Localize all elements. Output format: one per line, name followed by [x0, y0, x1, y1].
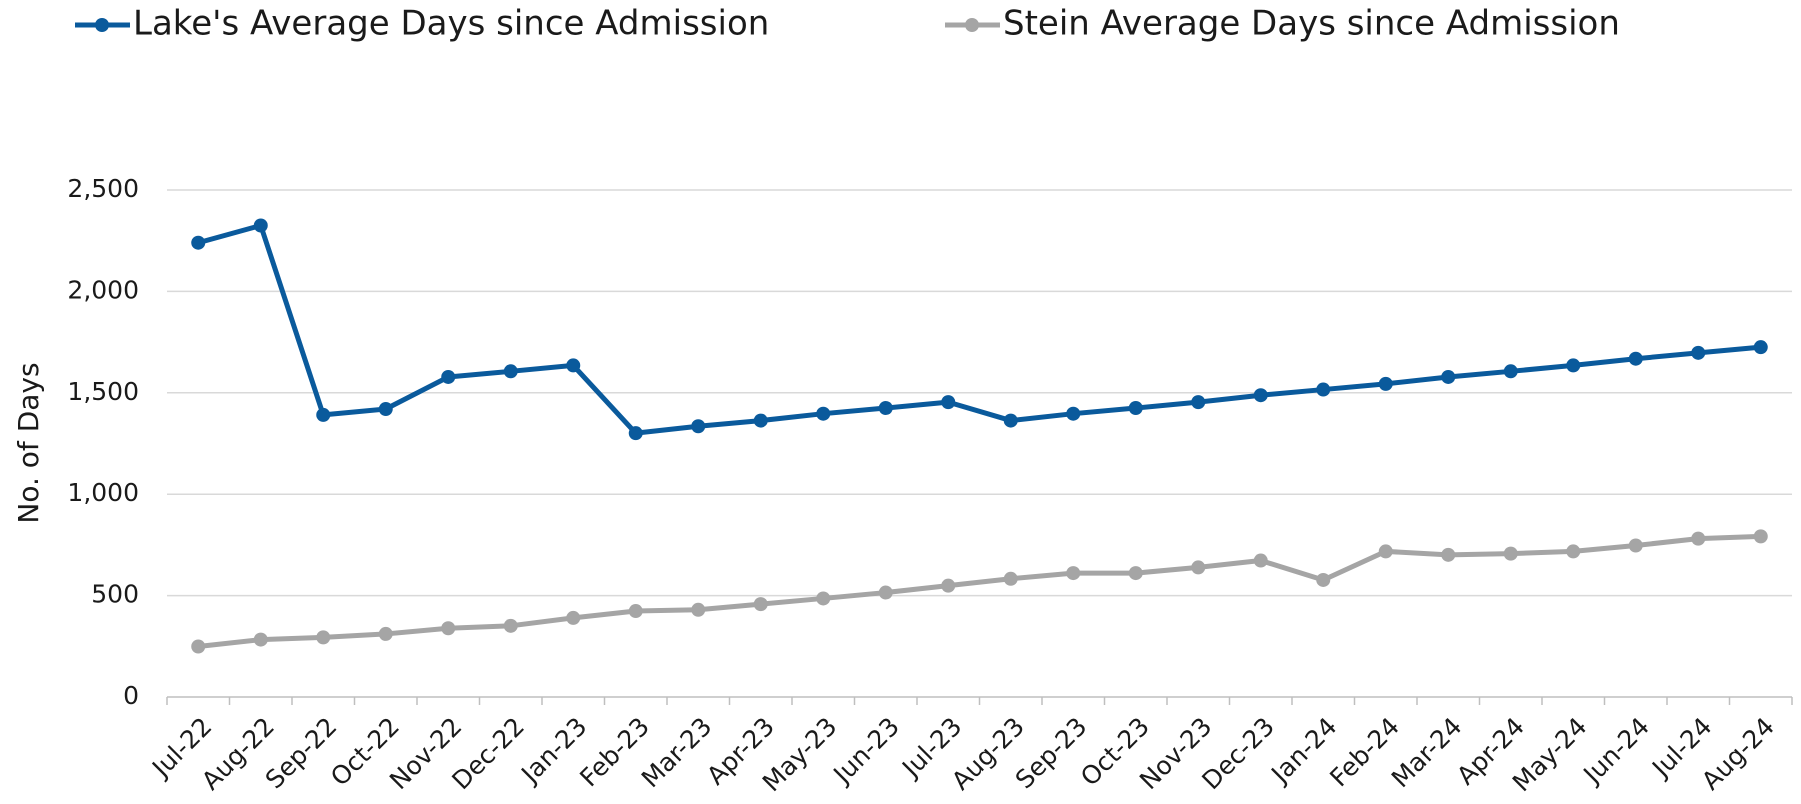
data-point: [1316, 572, 1331, 587]
data-point: [316, 630, 331, 645]
y-tick-label: 1,500: [67, 377, 139, 406]
data-point: [566, 358, 581, 373]
data-point: [878, 585, 893, 600]
data-point: [691, 419, 706, 434]
data-point: [253, 632, 268, 647]
data-point: [566, 610, 581, 625]
data-point: [1378, 376, 1393, 391]
data-point: [1128, 401, 1143, 416]
data-point: [1441, 369, 1456, 384]
x-tick-label: Sep-22: [260, 712, 343, 795]
y-tick-label: 500: [91, 580, 139, 609]
y-tick-label: 2,000: [67, 275, 139, 304]
data-point: [941, 395, 956, 410]
data-point: [941, 578, 956, 593]
data-point: [1753, 529, 1768, 544]
data-point: [1441, 547, 1456, 562]
data-point: [628, 426, 643, 441]
data-point: [1753, 340, 1768, 355]
y-tick-label: 1,000: [67, 478, 139, 507]
data-point: [753, 413, 768, 428]
data-point: [1316, 382, 1331, 397]
y-tick-label: 2,500: [67, 174, 139, 203]
data-point: [503, 618, 518, 633]
data-point: [1503, 364, 1518, 379]
x-tick-label: Jun-24: [1577, 712, 1655, 790]
legend-marker: [965, 18, 979, 32]
data-point: [1003, 571, 1018, 586]
data-point: [378, 402, 393, 417]
data-point: [316, 407, 331, 422]
data-point: [691, 602, 706, 617]
x-tick-label: Mar-23: [636, 712, 718, 794]
series-line: [197, 222, 1761, 436]
data-point: [1691, 345, 1706, 360]
data-point: [1566, 544, 1581, 559]
data-point: [1503, 546, 1518, 561]
data-point: [191, 639, 206, 654]
data-point: [1253, 553, 1268, 568]
data-point: [1191, 395, 1206, 410]
data-point: [878, 401, 893, 416]
legend-label: Lake's Average Days since Admission: [133, 4, 769, 44]
data-point: [441, 621, 456, 636]
data-point: [816, 591, 831, 606]
data-point: [1628, 538, 1643, 553]
x-tick-label: Sep-23: [1010, 712, 1093, 795]
data-point: [628, 604, 643, 619]
data-point: [1566, 358, 1581, 373]
x-tick-label: Mar-24: [1386, 712, 1468, 794]
x-tick-label: Jun-23: [827, 712, 905, 790]
data-point: [191, 235, 206, 250]
data-point: [378, 626, 393, 641]
data-point: [441, 369, 456, 384]
data-point: [1628, 351, 1643, 366]
data-point: [1066, 406, 1081, 421]
series-line: [197, 533, 1761, 649]
y-axis-label: No. of Days: [12, 362, 45, 523]
data-point: [1003, 413, 1018, 428]
y-tick-label: 0: [123, 681, 139, 710]
legend-marker: [95, 18, 109, 32]
data-point: [1253, 388, 1268, 403]
data-point: [253, 218, 268, 233]
data-point: [503, 364, 518, 379]
data-point: [1191, 560, 1206, 575]
legend-label: Stein Average Days since Admission: [1003, 4, 1620, 44]
data-point: [816, 406, 831, 421]
data-point: [1066, 566, 1081, 581]
data-point: [1378, 544, 1393, 559]
data-point: [1691, 531, 1706, 546]
data-point: [1128, 566, 1143, 581]
data-point: [753, 597, 768, 612]
